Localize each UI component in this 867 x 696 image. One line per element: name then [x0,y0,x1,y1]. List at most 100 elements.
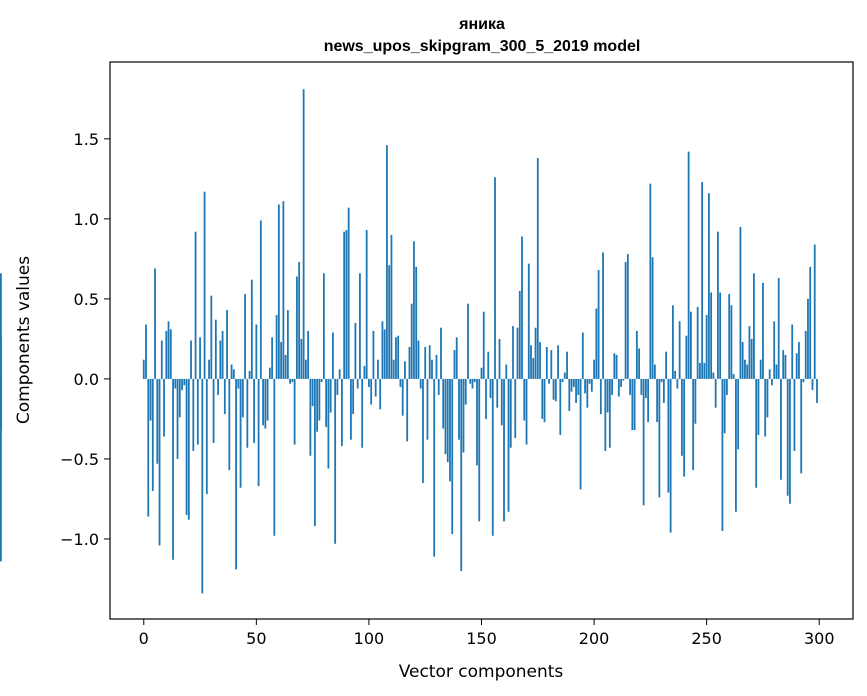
bar-277 [766,378,769,418]
bar-35 [221,330,224,379]
plot-frame [109,61,854,620]
bar-128 [431,359,433,379]
bar-88 [341,378,343,447]
bar-192 [575,378,577,403]
bar-263 [735,378,737,512]
bar-228 [656,378,659,423]
bar-292 [800,378,803,474]
bar-207 [608,378,611,448]
bar-72 [304,359,307,379]
bar-203 [599,378,602,415]
bar-171 [527,263,530,379]
x-axis-ticks: 0 50 100 150 200 250 300 [139,619,835,648]
bar-158 [498,338,501,379]
bar-297 [811,378,814,391]
bar-190 [570,378,573,392]
bar-26 [201,378,204,594]
bar-175 [536,158,539,379]
bar-78 [318,378,321,421]
bar-287 [789,378,791,504]
bar-119 [410,303,413,379]
y-axis-label: Components values [14,256,34,424]
x-tick-label: 150 [466,629,497,648]
bar-180 [548,378,550,384]
bar-23 [194,231,197,379]
bar-103 [374,378,377,397]
bar-195 [581,332,584,379]
x-axis-label: Vector components [399,662,564,682]
bar-215 [626,254,629,379]
bar-95 [356,378,359,389]
bar-194 [579,378,582,490]
bar-46 [246,378,249,448]
bar-225 [649,183,652,379]
bar-216 [629,378,631,395]
bar-294 [804,330,807,379]
bar-247 [699,362,701,379]
bar-250 [705,314,708,379]
bar-54 [264,378,267,429]
bar-249 [703,362,706,379]
bar-66 [291,378,294,383]
bar-138 [453,350,456,379]
bar-6 [156,378,159,464]
bar-240 [683,378,686,477]
bar-47 [248,370,251,379]
bar-285 [784,354,787,379]
bar-61 [280,342,283,379]
bar-289 [793,378,796,451]
bar-224 [647,378,650,423]
bar-40 [232,369,235,379]
bar-undefined [0,378,2,562]
bar-116 [404,361,406,379]
bar-82 [327,378,330,469]
bar-282 [777,278,780,379]
bar-0 [142,359,145,379]
bar-256 [719,292,722,379]
bar-265 [739,226,742,379]
bar-113 [397,335,400,379]
bar-123 [419,378,422,389]
bar-156 [494,177,496,379]
bar-154 [489,378,492,399]
bar-131 [437,378,440,395]
bar-235 [671,305,674,379]
bar-293 [802,378,805,383]
bar-87 [338,369,341,379]
bar-245 [694,378,697,424]
bar-134 [444,378,447,455]
bar-246 [696,306,699,379]
bar-257 [721,378,724,531]
bar-79 [320,378,323,383]
bar-226 [651,257,654,379]
bar-81 [325,378,328,427]
bar-197 [586,378,589,408]
bar-243 [689,311,692,379]
bar-25 [199,337,201,379]
bar-191 [572,378,575,387]
bar-141 [460,378,463,571]
bar-114 [399,378,402,387]
bar-199 [590,378,593,392]
bar-27 [203,191,206,379]
x-tick-label: 200 [579,629,610,648]
bar-255 [717,231,719,379]
bar-252 [710,292,713,379]
bar-264 [737,378,740,450]
bar-186 [561,378,564,383]
bar-201 [595,308,598,379]
bar-51 [257,378,260,487]
bar-69 [298,262,301,379]
bar-24 [196,378,199,445]
bar-135 [446,378,449,463]
bar-129 [433,378,436,557]
bar-76 [313,378,316,527]
bar-44 [241,378,244,418]
bar-210 [615,354,618,379]
bar-202 [597,270,600,379]
bar-170 [525,378,528,445]
y-tick-label: 0.0 [74,370,99,389]
bar-296 [809,266,812,379]
bar-77 [316,378,319,432]
bar-19 [185,378,188,515]
